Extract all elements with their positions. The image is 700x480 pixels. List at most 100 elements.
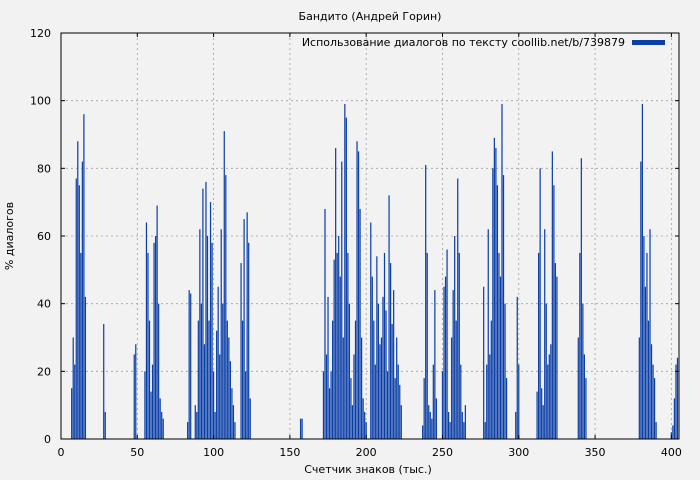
x-tick-label: 100 (203, 446, 224, 459)
bar (434, 290, 436, 439)
bar (148, 320, 151, 439)
bar (245, 371, 247, 439)
bar (74, 364, 76, 439)
bar (443, 286, 445, 439)
bar (444, 276, 447, 439)
bar (351, 405, 354, 439)
bar (328, 388, 331, 439)
bar (348, 303, 351, 439)
bar (72, 337, 74, 439)
bar (232, 405, 235, 439)
bar (335, 148, 337, 440)
bar (446, 249, 448, 439)
bar (202, 188, 204, 439)
bar (77, 141, 79, 439)
bar (451, 337, 453, 439)
bar (579, 252, 581, 439)
bar (493, 137, 495, 439)
bar (217, 286, 219, 439)
bar (216, 330, 218, 439)
bar (209, 202, 212, 439)
bar (489, 354, 491, 439)
bar (145, 222, 148, 439)
bar (190, 293, 192, 439)
bar (226, 320, 228, 439)
bar (638, 337, 640, 439)
bar (356, 141, 358, 439)
bar (151, 364, 154, 439)
bar (332, 320, 334, 439)
bar (360, 337, 363, 439)
bar (240, 263, 242, 439)
bar (458, 252, 460, 439)
bar (428, 405, 430, 439)
y-tick-label: 40 (37, 298, 51, 311)
bar (197, 320, 199, 439)
bar (161, 411, 163, 439)
bar (231, 388, 233, 439)
x-tick-label: 250 (432, 446, 453, 459)
bar (147, 252, 149, 439)
bar (673, 398, 676, 439)
bar (647, 320, 650, 439)
y-tick-label: 120 (30, 27, 51, 40)
bar (496, 185, 499, 439)
bar (425, 164, 427, 439)
bar (341, 161, 343, 440)
y-tick-label: 20 (37, 365, 51, 378)
bar (432, 364, 434, 439)
bar (327, 296, 329, 439)
bar (391, 323, 393, 439)
bar (483, 286, 485, 439)
bar (377, 303, 380, 439)
bar (449, 422, 451, 439)
bar (454, 236, 456, 439)
bar (357, 151, 360, 439)
bar (83, 114, 85, 439)
bar (553, 185, 555, 439)
bar (498, 252, 500, 439)
bar (551, 151, 553, 439)
legend: Использование диалогов по тексту coollib… (302, 36, 665, 49)
bar (544, 229, 546, 439)
bar (554, 263, 557, 439)
x-tick-label: 200 (356, 446, 377, 459)
bar (222, 303, 224, 439)
bar (338, 236, 340, 439)
x-axis-label: Счетчик знаков (тыс.) (304, 463, 432, 476)
bar (206, 236, 209, 439)
bar (386, 371, 389, 439)
bars (71, 104, 679, 440)
bar (249, 398, 251, 439)
bar (330, 371, 332, 439)
bar (144, 371, 146, 439)
bar (234, 422, 236, 439)
bar (545, 303, 547, 439)
grid (61, 33, 679, 439)
bar (156, 205, 158, 439)
bar (676, 357, 679, 439)
bar (371, 276, 373, 439)
bar (364, 411, 366, 439)
bar (370, 222, 372, 439)
bar (518, 364, 520, 439)
bar (373, 320, 375, 439)
bar (336, 252, 338, 439)
y-tick-label: 100 (30, 95, 51, 108)
bar (455, 320, 457, 439)
bar (641, 104, 643, 440)
bar (199, 229, 201, 439)
bar (299, 418, 302, 439)
bar (135, 344, 137, 439)
bar (214, 411, 216, 439)
bar (208, 320, 210, 439)
bar (385, 310, 387, 439)
bar (487, 229, 489, 439)
bar (650, 344, 653, 439)
bar (104, 411, 106, 439)
bar (196, 411, 198, 439)
bar (447, 411, 450, 439)
bar (159, 398, 161, 439)
x-tick-label: 150 (279, 446, 300, 459)
bar (400, 405, 402, 439)
